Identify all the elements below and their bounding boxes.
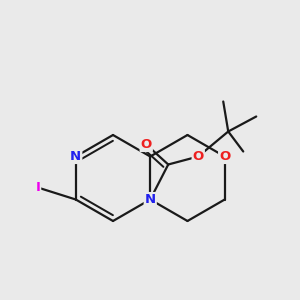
Text: O: O bbox=[193, 150, 204, 163]
Text: O: O bbox=[219, 150, 230, 163]
Text: I: I bbox=[35, 181, 40, 194]
Text: N: N bbox=[70, 150, 81, 163]
Text: O: O bbox=[141, 138, 152, 151]
Text: N: N bbox=[145, 193, 156, 206]
